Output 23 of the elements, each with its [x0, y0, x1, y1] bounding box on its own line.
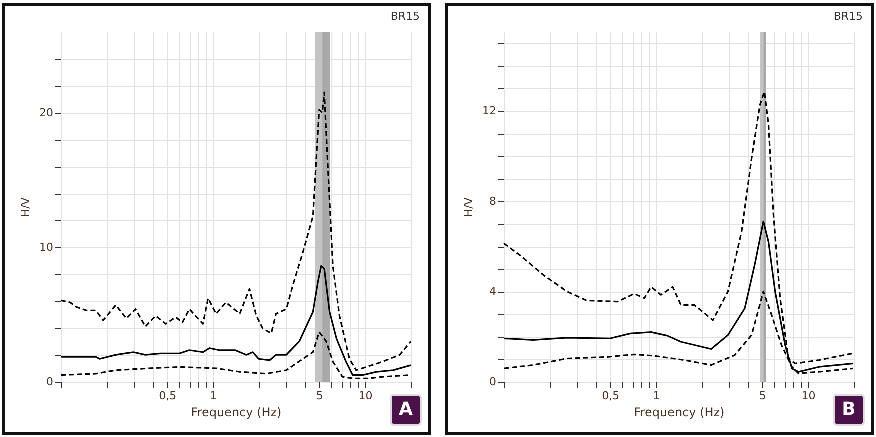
y-tick-label: 10: [40, 240, 54, 254]
y-tick-label: 20: [40, 106, 54, 120]
y-axis-title: H/V: [462, 197, 476, 218]
x-tick-label: 1: [653, 390, 660, 402]
y-tick-label: 12: [482, 104, 496, 118]
x-tick-label: 0,5: [159, 390, 177, 402]
x-tick-label: 1: [210, 390, 218, 402]
text: B: [833, 394, 865, 426]
text: BR15: [834, 10, 863, 23]
x-tick-label: 10: [358, 390, 373, 402]
x-tick-label: 0,5: [602, 390, 620, 402]
x-axis-title: Frequency (Hz): [191, 406, 282, 420]
y-axis-title: H/V: [20, 197, 33, 218]
x-axis-title: Frequency (Hz): [634, 406, 725, 420]
text: A: [390, 394, 422, 426]
y-tick-label: 0: [46, 376, 54, 388]
y-tick-label: 8: [490, 194, 496, 208]
x-tick-label: 5: [316, 390, 324, 402]
y-tick-label: 0: [490, 376, 496, 388]
x-tick-label: 10: [802, 390, 816, 402]
text: BR15: [390, 10, 420, 23]
y-tick-label: 4: [490, 285, 496, 298]
x-tick-label: 5: [759, 390, 766, 402]
